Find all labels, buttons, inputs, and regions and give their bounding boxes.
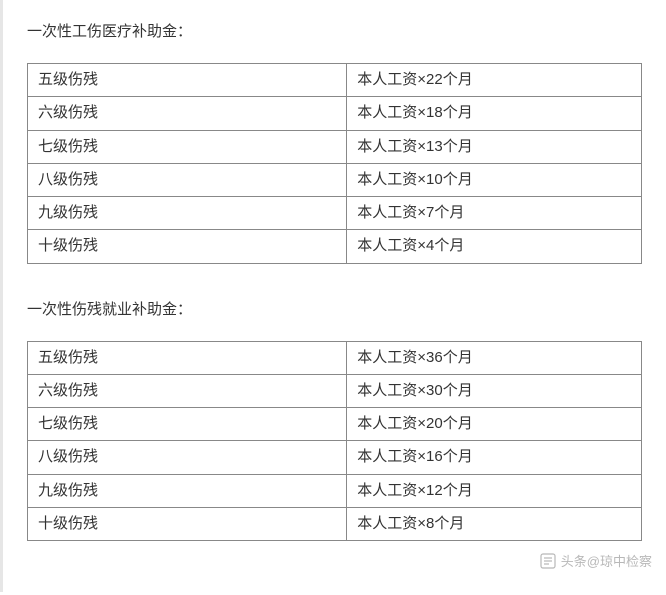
amount-cell: 本人工资×4个月 [347, 230, 642, 263]
table-row: 五级伤残 本人工资×22个月 [28, 64, 642, 97]
table-row: 七级伤残 本人工资×20个月 [28, 408, 642, 441]
table-row: 九级伤残 本人工资×7个月 [28, 197, 642, 230]
section2-title: 一次性伤残就业补助金： [27, 298, 642, 319]
table-row: 七级伤残 本人工资×13个月 [28, 130, 642, 163]
level-cell: 八级伤残 [28, 441, 347, 474]
amount-cell: 本人工资×36个月 [347, 341, 642, 374]
amount-cell: 本人工资×12个月 [347, 474, 642, 507]
table-row: 六级伤残 本人工资×30个月 [28, 374, 642, 407]
level-cell: 十级伤残 [28, 230, 347, 263]
table-row: 九级伤残 本人工资×12个月 [28, 474, 642, 507]
table-row: 八级伤残 本人工资×10个月 [28, 163, 642, 196]
amount-cell: 本人工资×7个月 [347, 197, 642, 230]
amount-cell: 本人工资×22个月 [347, 64, 642, 97]
level-cell: 六级伤残 [28, 97, 347, 130]
amount-cell: 本人工资×10个月 [347, 163, 642, 196]
amount-cell: 本人工资×20个月 [347, 408, 642, 441]
page-content: 一次性工伤医疗补助金： 五级伤残 本人工资×22个月 六级伤残 本人工资×18个… [3, 0, 666, 595]
table-row: 十级伤残 本人工资×4个月 [28, 230, 642, 263]
employment-subsidy-table: 五级伤残 本人工资×36个月 六级伤残 本人工资×30个月 七级伤残 本人工资×… [27, 341, 642, 542]
section1-title: 一次性工伤医疗补助金： [27, 20, 642, 41]
amount-cell: 本人工资×13个月 [347, 130, 642, 163]
amount-cell: 本人工资×8个月 [347, 507, 642, 540]
level-cell: 九级伤残 [28, 197, 347, 230]
level-cell: 九级伤残 [28, 474, 347, 507]
amount-cell: 本人工资×18个月 [347, 97, 642, 130]
watermark: 头条@琼中检察 [540, 551, 652, 570]
medical-subsidy-tbody: 五级伤残 本人工资×22个月 六级伤残 本人工资×18个月 七级伤残 本人工资×… [28, 64, 642, 264]
table-row: 八级伤残 本人工资×16个月 [28, 441, 642, 474]
level-cell: 五级伤残 [28, 64, 347, 97]
level-cell: 七级伤残 [28, 408, 347, 441]
table-row: 五级伤残 本人工资×36个月 [28, 341, 642, 374]
medical-subsidy-table: 五级伤残 本人工资×22个月 六级伤残 本人工资×18个月 七级伤残 本人工资×… [27, 63, 642, 264]
toutiao-icon [540, 553, 556, 569]
amount-cell: 本人工资×16个月 [347, 441, 642, 474]
level-cell: 五级伤残 [28, 341, 347, 374]
level-cell: 八级伤残 [28, 163, 347, 196]
watermark-text: 头条@琼中检察 [561, 551, 652, 570]
amount-cell: 本人工资×30个月 [347, 374, 642, 407]
level-cell: 七级伤残 [28, 130, 347, 163]
table-row: 六级伤残 本人工资×18个月 [28, 97, 642, 130]
level-cell: 十级伤残 [28, 507, 347, 540]
level-cell: 六级伤残 [28, 374, 347, 407]
table-row: 十级伤残 本人工资×8个月 [28, 507, 642, 540]
employment-subsidy-tbody: 五级伤残 本人工资×36个月 六级伤残 本人工资×30个月 七级伤残 本人工资×… [28, 341, 642, 541]
